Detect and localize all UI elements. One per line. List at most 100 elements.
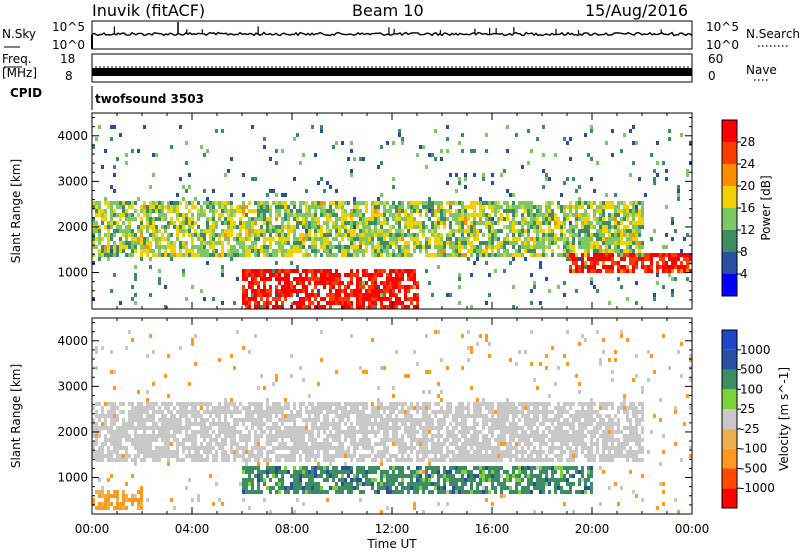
velocity-cell (314, 438, 317, 442)
velocity-cell (200, 418, 203, 422)
power-cell (185, 217, 188, 221)
power-cell (518, 201, 521, 205)
velocity-cell (341, 478, 344, 482)
power-cell (530, 149, 533, 153)
power-cell (293, 285, 296, 289)
power-cell (461, 133, 464, 137)
velocity-cell (275, 438, 278, 442)
power-cell (587, 217, 590, 221)
velocity-cell (416, 470, 419, 474)
power-cell (602, 209, 605, 213)
power-cell (407, 221, 410, 225)
power-cell (479, 217, 482, 221)
power-cell (338, 225, 341, 229)
velocity-cell (446, 470, 449, 474)
velocity-cell (218, 434, 221, 438)
power-cell (569, 257, 572, 261)
velocity-cell (161, 438, 164, 442)
velocity-cell (371, 458, 374, 462)
power-cell (665, 253, 668, 257)
velocity-cell (461, 490, 464, 494)
velocity-cell (101, 450, 104, 454)
power-cell (296, 225, 299, 229)
velocity-cell (140, 418, 143, 422)
power-cell (584, 229, 587, 233)
power-cell (146, 245, 149, 249)
velocity-cell (449, 450, 452, 454)
power-cell (374, 301, 377, 305)
power-cell (290, 229, 293, 233)
power-cell (563, 225, 566, 229)
velocity-cell (446, 502, 449, 506)
power-cell (113, 221, 116, 225)
power-cell (383, 297, 386, 301)
power-cell (104, 201, 107, 205)
velocity-cell (371, 450, 374, 454)
velocity-cell (137, 390, 140, 394)
power-cell (350, 209, 353, 213)
power-cell (590, 261, 593, 265)
velocity-cell (248, 458, 251, 462)
power-cell (599, 257, 602, 261)
power-cell (575, 189, 578, 193)
power-cell (353, 253, 356, 257)
power-cell (479, 213, 482, 217)
velocity-cell (110, 442, 113, 446)
power-cell (629, 237, 632, 241)
velocity-cell (404, 422, 407, 426)
velocity-cell (191, 446, 194, 450)
power-cell (599, 233, 602, 237)
power-cell (284, 293, 287, 297)
power-cell (185, 141, 188, 145)
velocity-cell (305, 422, 308, 426)
velocity-cell (140, 422, 143, 426)
velocity-cell (233, 422, 236, 426)
power-cell (590, 281, 593, 285)
power-cell (230, 205, 233, 209)
power-cell (620, 237, 623, 241)
velocity-cell (335, 482, 338, 486)
power-cell (365, 233, 368, 237)
power-cell (449, 229, 452, 233)
power-cell (197, 217, 200, 221)
velocity-cell (437, 438, 440, 442)
velocity-cell (446, 478, 449, 482)
velocity-cell (428, 402, 431, 406)
power-cell (287, 249, 290, 253)
velocity-cell (293, 414, 296, 418)
velocity-cell (299, 402, 302, 406)
power-cell (257, 301, 260, 305)
power-cell (131, 229, 134, 233)
velocity-cell (392, 454, 395, 458)
power-cell (197, 225, 200, 229)
power-cell (299, 201, 302, 205)
velocity-cell (95, 422, 98, 426)
power-cell (305, 201, 308, 205)
power-cell (206, 221, 209, 225)
power-cell (167, 209, 170, 213)
velocity-cell (149, 418, 152, 422)
power-cell (599, 201, 602, 205)
power-cell (488, 225, 491, 229)
velocity-cell (401, 446, 404, 450)
power-cell (539, 253, 542, 257)
power-cell (137, 229, 140, 233)
power-cell (254, 281, 257, 285)
velocity-cell (359, 442, 362, 446)
velocity-cell (236, 446, 239, 450)
velocity-cell (122, 426, 125, 430)
power-cell (308, 305, 311, 309)
velocity-cell (125, 438, 128, 442)
velocity-cell (314, 454, 317, 458)
power-cell (128, 245, 131, 249)
power-cell (380, 193, 383, 197)
velocity-cell (359, 426, 362, 430)
velocity-cell (290, 438, 293, 442)
power-cell (266, 293, 269, 297)
velocity-cell (140, 442, 143, 446)
velocity-cell (284, 490, 287, 494)
power-cell (314, 281, 317, 285)
power-cell (296, 213, 299, 217)
power-cell (140, 233, 143, 237)
power-cell (98, 213, 101, 217)
